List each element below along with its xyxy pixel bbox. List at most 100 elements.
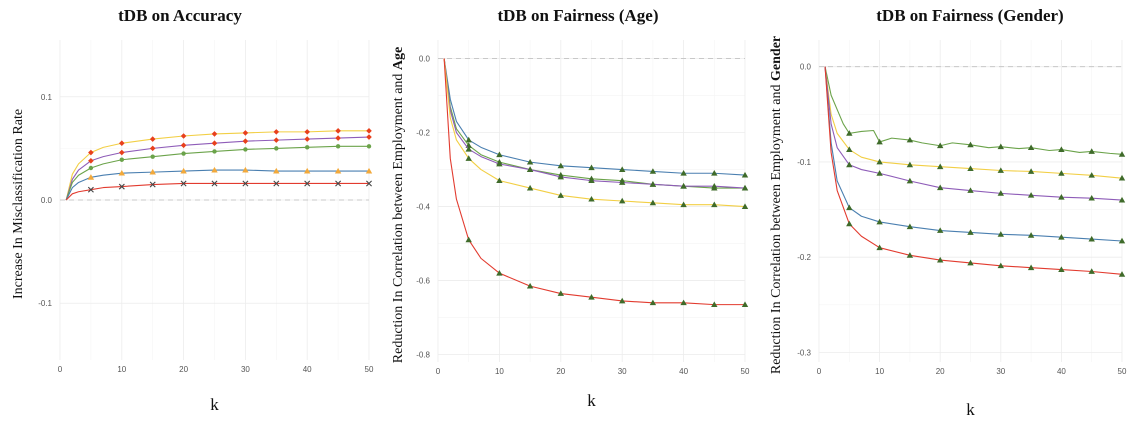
data-point-marker (649, 168, 657, 174)
y-axis-label-emphasis: Gender (769, 36, 784, 81)
x-tick-label: 10 (117, 365, 126, 374)
series-3 (824, 66, 1126, 203)
series-1 (824, 66, 1126, 157)
data-point-marker (711, 301, 718, 308)
x-tick-label: 50 (741, 367, 750, 376)
data-point-marker (846, 204, 853, 211)
series-line (824, 66, 1123, 155)
data-point-marker (937, 163, 944, 170)
series-5 (824, 66, 1126, 277)
data-point-marker (1088, 194, 1095, 201)
series-line (443, 58, 746, 176)
chart-panel-3: 0 10 20 30 40 50 -0.3 -0.2 -0.1 0.0 tDB on Fairnes… (769, 6, 1127, 419)
data-point-marker (150, 154, 155, 159)
data-point-marker (680, 201, 687, 208)
x-tick-label: 20 (556, 367, 565, 376)
data-point-marker (526, 184, 534, 191)
x-tick-label: 30 (996, 367, 1005, 376)
data-point-marker (465, 236, 472, 243)
data-point-marker (88, 157, 94, 164)
data-point-marker (741, 301, 749, 308)
data-point-marker (997, 167, 1004, 173)
x-axis-label: k (966, 400, 975, 419)
data-point-marker (711, 201, 718, 208)
data-point-marker (335, 144, 341, 149)
data-point-marker (619, 179, 626, 185)
data-point-marker (119, 157, 125, 162)
y-tick-label: 0.0 (419, 55, 431, 64)
data-point-marker (180, 180, 187, 187)
series-line (65, 169, 369, 201)
x-tick-label: 40 (679, 367, 688, 376)
data-point-marker (526, 282, 534, 289)
x-tick-label: 10 (495, 367, 504, 376)
data-point-marker (557, 192, 564, 198)
data-point-marker (180, 133, 187, 139)
data-point-marker (465, 155, 472, 161)
data-point-marker (711, 182, 718, 189)
data-point-marker (242, 166, 249, 173)
data-point-marker (1118, 196, 1126, 203)
series-line (65, 136, 370, 201)
data-point-marker (1118, 174, 1126, 181)
data-point-marker (680, 182, 687, 189)
series-line (443, 58, 745, 306)
data-point-marker (465, 136, 472, 143)
x-tick-label: 0 (817, 367, 822, 376)
data-point-marker (243, 147, 248, 152)
data-point-marker (937, 184, 944, 191)
series-line (443, 58, 746, 208)
chart-title: tDB on Fairness (Age) (497, 6, 658, 25)
series-line (824, 66, 1123, 275)
x-axis-label: k (587, 391, 596, 410)
chart-title: tDB on Fairness (Gender) (876, 6, 1063, 25)
chart-panel-1: 0 10 20 30 40 50 -0.1 0.0 0.1 tDB on Accuracy k Inc… (11, 6, 374, 414)
data-point-marker (1088, 148, 1095, 154)
data-point-marker (619, 297, 626, 304)
data-point-marker (1058, 266, 1065, 272)
data-point-marker (876, 138, 883, 145)
y-axis-label-text: Reduction In Correlation between Employm… (769, 81, 784, 374)
data-point-marker (997, 231, 1004, 237)
data-point-marker (876, 218, 883, 225)
data-point-marker (1058, 193, 1065, 200)
data-point-marker (496, 177, 503, 184)
data-point-marker (1027, 264, 1035, 271)
data-point-marker (937, 227, 944, 233)
x-axis-label: k (210, 395, 219, 414)
data-point-marker (680, 170, 687, 176)
data-point-marker (211, 166, 218, 173)
data-point-marker (88, 165, 94, 171)
data-point-marker (1088, 268, 1095, 274)
series-4 (65, 166, 373, 201)
y-axis-label-emphasis: Age (391, 47, 406, 70)
x-tick-label: 0 (58, 365, 63, 374)
data-point-marker (967, 165, 974, 172)
data-point-marker (967, 259, 974, 266)
x-tick-label: 30 (618, 367, 627, 376)
data-point-marker (1118, 151, 1126, 157)
data-point-marker (588, 294, 595, 300)
data-point-marker (906, 136, 914, 143)
data-point-marker (846, 161, 853, 168)
y-tick-label: -0.3 (797, 348, 811, 357)
series-line (65, 145, 369, 201)
data-point-marker (876, 244, 883, 251)
data-point-marker (741, 184, 749, 191)
data-point-marker (496, 269, 503, 276)
y-tick-label: -0.4 (416, 203, 430, 212)
data-point-marker (649, 199, 657, 206)
data-point-marker (304, 180, 311, 187)
data-point-marker (967, 141, 974, 148)
data-point-marker (1027, 144, 1035, 151)
data-point-marker (242, 130, 249, 136)
data-point-marker (997, 262, 1004, 269)
data-point-marker (180, 142, 187, 149)
data-point-marker (365, 167, 373, 174)
data-point-marker (557, 173, 564, 180)
data-point-marker (211, 140, 218, 147)
data-point-marker (273, 129, 280, 135)
data-point-marker (366, 144, 372, 149)
data-point-marker (741, 203, 749, 209)
